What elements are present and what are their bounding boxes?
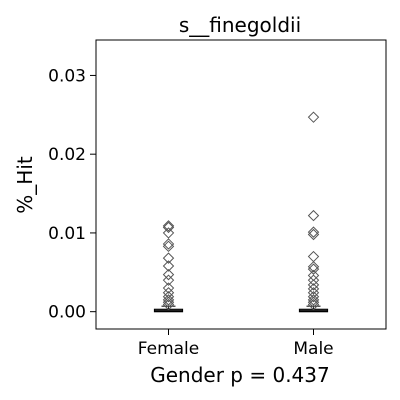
outlier-point — [307, 296, 320, 308]
boxes — [153, 305, 329, 313]
outlier-point — [162, 238, 175, 250]
outlier-point — [162, 296, 175, 308]
outlier-point — [162, 260, 175, 272]
x-axis-ticks: Female Male — [138, 329, 334, 359]
outlier-point — [162, 227, 175, 239]
outlier-point — [307, 228, 320, 241]
outlier-point — [162, 294, 175, 306]
outlier-points — [162, 111, 320, 311]
outlier-point — [307, 226, 320, 238]
outlier-point — [307, 294, 320, 306]
y-tick-label: 0.00 — [48, 303, 86, 323]
outlier-point — [307, 261, 320, 273]
outlier-point — [307, 279, 320, 291]
outlier-point — [307, 298, 320, 311]
outlier-point — [162, 221, 175, 234]
x-tick-label: Male — [293, 339, 333, 359]
y-axis-ticks: 0.00 0.01 0.02 0.03 — [48, 66, 96, 323]
y-tick-label: 0.02 — [48, 145, 86, 165]
outlier-point — [162, 274, 175, 286]
outlier-point — [307, 263, 320, 275]
y-tick-label: 0.01 — [48, 224, 86, 244]
plot-frame — [95, 39, 387, 330]
y-axis-label: %_Hit — [13, 156, 37, 214]
x-axis-label: Gender p = 0.437 — [150, 363, 329, 387]
outlier-point — [162, 282, 175, 294]
outlier-point — [162, 268, 175, 281]
outlier-point — [162, 252, 175, 264]
outlier-point — [307, 274, 320, 286]
outlier-point — [162, 220, 175, 232]
outlier-point — [162, 291, 175, 303]
outlier-point — [307, 283, 320, 295]
chart-title: s__finegoldii — [179, 13, 301, 37]
outlier-point — [307, 250, 320, 263]
outlier-point — [307, 209, 320, 222]
outlier-point — [162, 298, 175, 311]
outlier-point — [307, 111, 320, 123]
outlier-point — [162, 240, 175, 253]
x-tick-label: Female — [138, 339, 199, 359]
outlier-point — [307, 291, 320, 303]
y-tick-label: 0.03 — [48, 66, 86, 86]
